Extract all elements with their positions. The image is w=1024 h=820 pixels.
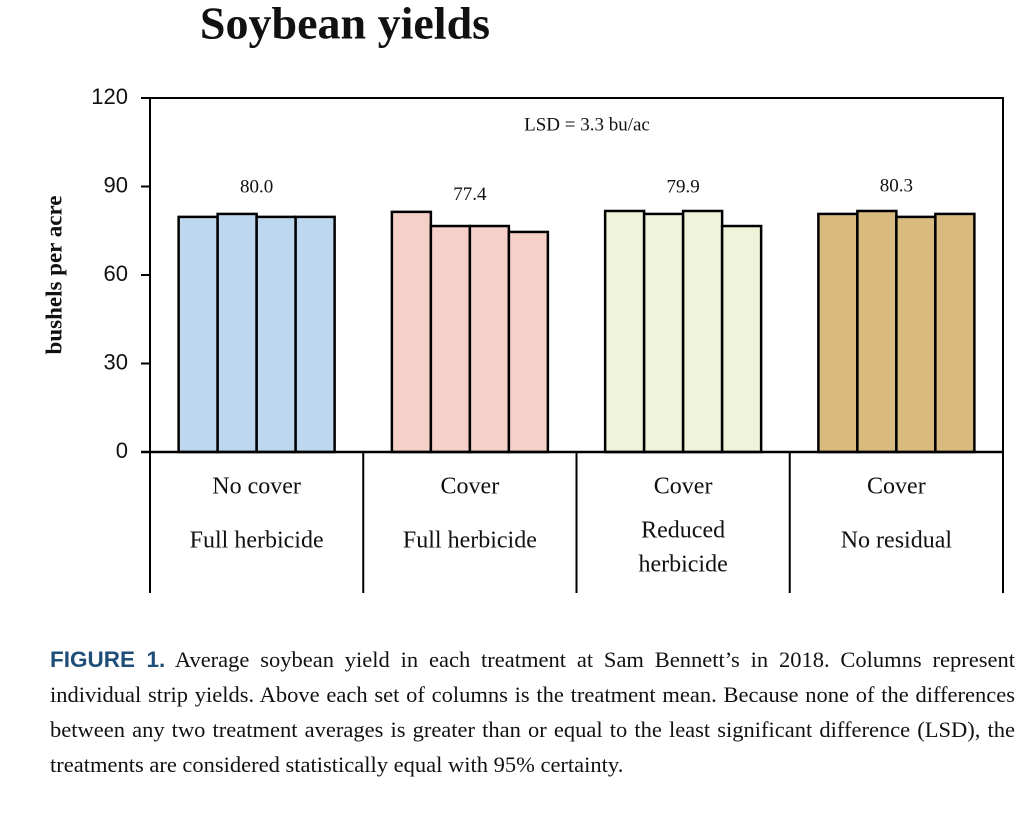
mean-label: 79.9 — [667, 177, 700, 198]
mean-label: 80.0 — [240, 176, 273, 197]
bar — [294, 215, 336, 454]
bar — [603, 209, 646, 454]
bar — [507, 230, 550, 454]
x-tick-label: No cover — [212, 474, 301, 500]
caption: FIGURE 1. Average soybean yield in each … — [50, 642, 1015, 782]
x-tick-label: Full herbicide — [190, 528, 324, 554]
annotation: LSD = 3.3 bu/ac — [524, 114, 650, 135]
mean-label: 77.4 — [453, 184, 487, 205]
bar — [642, 212, 685, 454]
chart-title: Soybean yields — [200, 0, 490, 49]
x-tick-label: Full herbicide — [403, 528, 537, 554]
y-tick-label: 90 — [104, 172, 128, 197]
bar — [681, 209, 724, 454]
y-tick-label: 60 — [104, 261, 128, 286]
y-axis-label: bushels per acre — [41, 196, 66, 355]
bar — [720, 224, 763, 454]
bar — [817, 212, 859, 454]
x-tick-label: Cover — [867, 474, 926, 500]
chart: Soybean yields bushels per acre LSD = 3.… — [41, 0, 1004, 593]
caption-label: FIGURE 1. — [50, 647, 166, 672]
mean-label: 80.3 — [880, 175, 913, 196]
bar — [856, 209, 898, 454]
bar — [895, 215, 937, 454]
x-tick-label: Cover — [441, 474, 500, 500]
bar — [429, 224, 472, 454]
bar — [390, 210, 433, 454]
y-tick-label: 120 — [91, 84, 128, 109]
bar — [255, 215, 297, 454]
bar — [934, 212, 976, 454]
y-tick-label: 30 — [104, 349, 128, 374]
bar — [177, 215, 219, 454]
plot-frame — [149, 97, 1004, 452]
bar — [216, 212, 258, 454]
x-tick-label: Cover — [654, 474, 713, 500]
x-tick-label: herbicide — [638, 552, 727, 578]
y-tick-label: 0 — [116, 438, 128, 463]
bar — [468, 224, 511, 454]
x-tick-label: No residual — [841, 528, 953, 554]
x-tick-label: Reduced — [641, 518, 725, 544]
caption-text: Average soybean yield in each treatment … — [50, 647, 1015, 777]
